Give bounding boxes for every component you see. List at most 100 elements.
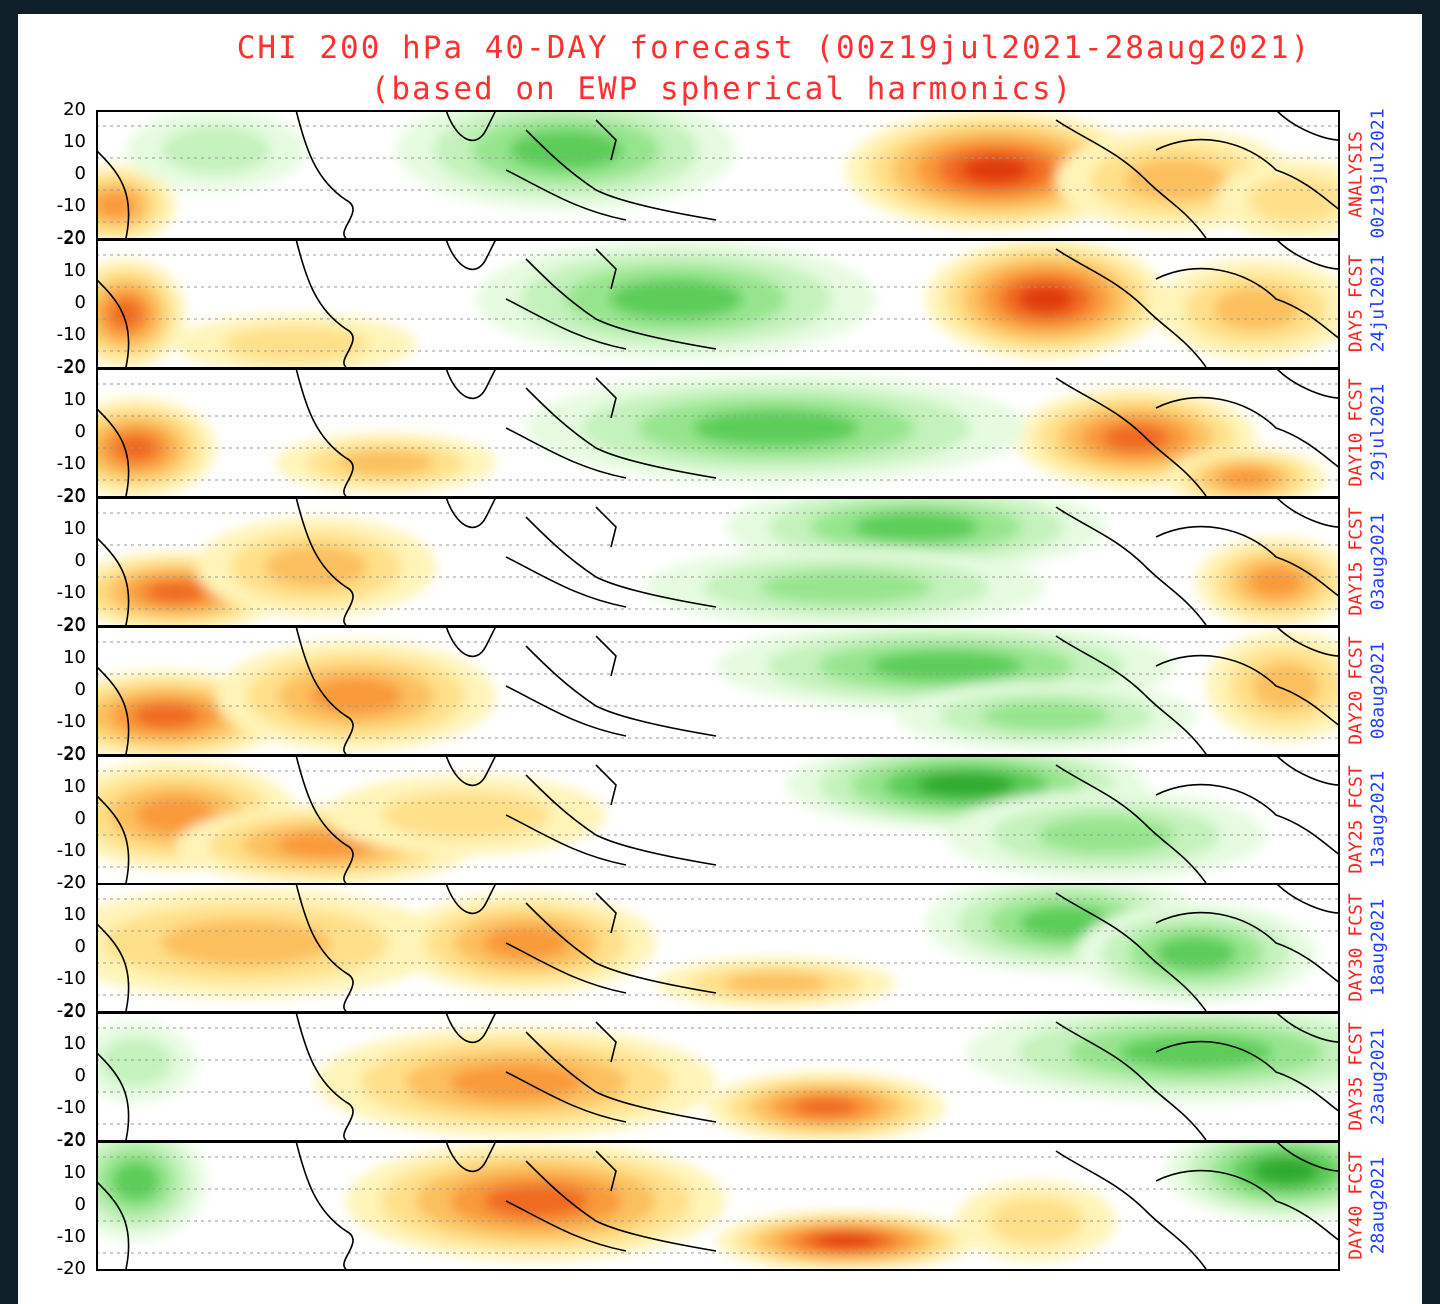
coastline (1055, 635, 1207, 754)
panel-side-label: DAY35 FCST 23aug2021 (1342, 1012, 1422, 1140)
negative-anomaly (852, 512, 980, 542)
positive-anomaly (264, 545, 368, 589)
coastline (96, 149, 130, 238)
coastline (1155, 1169, 1340, 1242)
panel-side-label: DAY25 FCST 13aug2021 (1342, 755, 1422, 883)
positive-anomaly (1124, 158, 1228, 202)
latitude-tick-label: 0 (74, 1194, 86, 1215)
coastline (1155, 267, 1340, 340)
coastline (1055, 764, 1207, 883)
positive-anomaly (1213, 287, 1299, 331)
coastline (445, 1141, 497, 1173)
latitude-tick-label: -10 (56, 195, 86, 216)
coastline (1275, 368, 1340, 399)
latitude-tick-label: -10 (56, 968, 86, 989)
latitude-tick-label: -20 (56, 227, 86, 248)
coastline (1275, 239, 1340, 270)
latitude-tick-label: 20 (63, 744, 86, 765)
latitude-tick-label: 10 (63, 389, 86, 410)
latitude-tick-label: -20 (56, 614, 86, 635)
coastline (96, 407, 130, 496)
latitude-tick-label: 0 (74, 163, 86, 184)
anomaly-field (96, 368, 1340, 496)
positive-anomaly (160, 919, 332, 967)
positive-anomaly (1219, 468, 1273, 488)
positive-anomaly (276, 831, 376, 859)
coastline (1055, 119, 1207, 238)
panel-date: 13aug2021 (1367, 770, 1389, 869)
positive-anomaly (1248, 176, 1340, 224)
latitude-tick-label: 10 (63, 1033, 86, 1054)
latitude-tick-label: -20 (56, 356, 86, 377)
latitude-tick-label: -20 (56, 1258, 86, 1279)
coastline (1275, 626, 1340, 657)
panel-date: 00z19jul2021 (1367, 108, 1389, 239)
latitude-tick-label: 10 (63, 131, 86, 152)
coastline (445, 1012, 497, 1044)
coastline (595, 635, 617, 677)
coastline (525, 387, 717, 479)
map-panel-5 (96, 755, 1340, 883)
coastline (525, 774, 717, 866)
latitude-tick-label: -20 (56, 485, 86, 506)
coastline (1275, 497, 1340, 528)
latitude-tick-label: 20 (63, 872, 86, 893)
chart-title: CHI 200 hPa 40-DAY forecast (00z19jul202… (236, 30, 1312, 66)
anomaly-field (96, 497, 1340, 625)
coastline (525, 645, 717, 737)
coastline (525, 258, 717, 350)
coastline (445, 239, 497, 271)
coastline (595, 1021, 617, 1063)
coastline (1055, 248, 1207, 367)
coastline (505, 814, 627, 866)
coastline (1055, 377, 1207, 496)
positive-anomaly (224, 326, 368, 362)
coastline (295, 1141, 354, 1269)
latitude-tick-label: 20 (63, 357, 86, 378)
positive-anomaly (96, 191, 136, 219)
map-panel-2 (96, 368, 1340, 496)
positive-anomaly (1251, 662, 1321, 710)
map-panel-8 (96, 1141, 1340, 1269)
coastline (1055, 892, 1207, 1011)
negative-anomaly (162, 126, 270, 174)
map-panel-7 (96, 1012, 1340, 1140)
latitude-tick-label: 0 (74, 421, 86, 442)
anomaly-field (96, 239, 1340, 367)
anomaly-field (96, 1012, 1340, 1140)
positive-anomaly (1018, 285, 1074, 313)
positive-anomaly (724, 972, 828, 994)
coastline (505, 942, 627, 994)
coastline (595, 248, 617, 290)
panel-side-label: DAY15 FCST 03aug2021 (1342, 497, 1422, 625)
latitude-tick-label: 10 (63, 1162, 86, 1183)
coastline (505, 685, 627, 737)
panel-date: 28aug2021 (1367, 1156, 1389, 1255)
coastline (505, 1200, 627, 1252)
coastline (1155, 654, 1340, 727)
coastline (445, 110, 497, 142)
panel-side-label: DAY40 FCST 28aug2021 (1342, 1141, 1422, 1269)
coastline (96, 278, 130, 367)
positive-anomaly (136, 796, 216, 834)
latitude-tick-label: 20 (63, 486, 86, 507)
coastline (1275, 883, 1340, 914)
panel-side-label: ANALYSIS 00z19jul2021 (1342, 108, 1422, 239)
coastline (295, 883, 354, 1011)
latitude-tick-label: -10 (56, 840, 86, 861)
latitude-tick-label: 20 (63, 1001, 86, 1022)
panel-date: 29jul2021 (1367, 383, 1389, 482)
panel-label: DAY35 FCST (1345, 1022, 1367, 1131)
coastline (1155, 911, 1340, 984)
coastline (1055, 1150, 1207, 1269)
coastline (295, 497, 354, 625)
map-panel-3 (96, 497, 1340, 625)
anomaly-field (96, 1141, 1340, 1269)
map-panels (96, 110, 1340, 1270)
panel-date: 18aug2021 (1367, 898, 1389, 997)
negative-anomaly (916, 772, 1016, 798)
panel-date: 24jul2021 (1367, 254, 1389, 353)
latitude-tick-label: -20 (56, 743, 86, 764)
latitude-tick-label: -10 (56, 1226, 86, 1247)
coastline (595, 764, 617, 806)
